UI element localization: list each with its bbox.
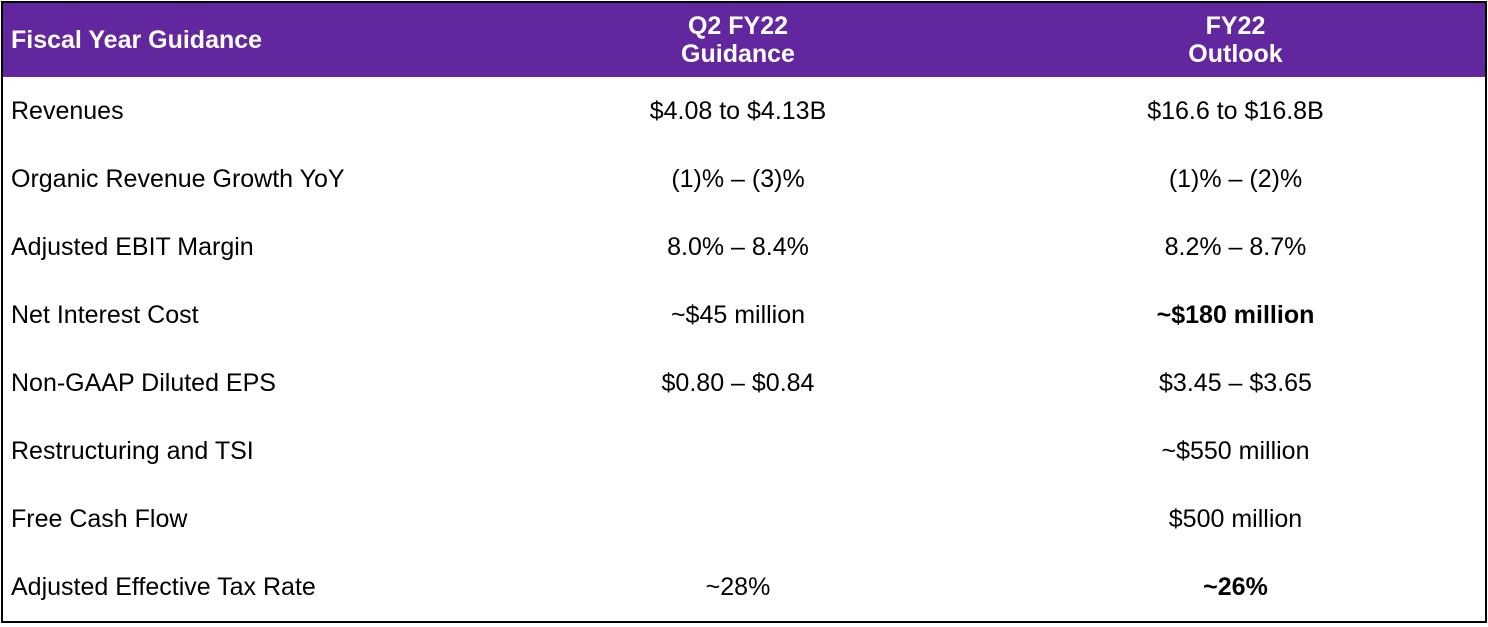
cell: 8.2% – 8.7% xyxy=(1164,232,1307,261)
cell-text: ~$180 million xyxy=(1156,300,1315,329)
cell: $16.6 to $16.8B xyxy=(1147,96,1324,125)
cell: $4.08 to $4.13B xyxy=(649,96,827,125)
cell: ~26% xyxy=(986,553,1486,622)
cell: ~$550 million xyxy=(1161,436,1310,465)
cell xyxy=(490,417,986,485)
row-label: Adjusted EBIT Margin xyxy=(11,232,254,261)
cell: ~$45 million xyxy=(670,300,806,329)
cell: ~$180 million xyxy=(986,281,1486,349)
table-row: Restructuring and TSI ~$550 million xyxy=(2,417,1486,485)
cell: $3.45 – $3.65 xyxy=(1159,368,1312,397)
header-cell: Fiscal Year Guidance xyxy=(2,2,490,77)
cell: ~28% xyxy=(705,572,771,601)
row-label: Restructuring and TSI xyxy=(11,436,254,465)
row-label: Free Cash Flow xyxy=(11,504,188,533)
table-row: Organic Revenue Growth YoY (1)% – (3)% (1)… xyxy=(2,145,1486,213)
row-label: Non-GAAP Diluted EPS xyxy=(11,368,276,397)
table-row: Adjusted Effective Tax Rate ~28% ~26% xyxy=(2,553,1486,622)
cell: 8.0% – 8.4% xyxy=(667,232,809,261)
header-line: Q2 FY22 xyxy=(687,12,789,40)
table-row: Revenues $4.08 to $4.13B $16.6 to $16.8B xyxy=(2,77,1486,145)
cell-text: ~26% xyxy=(1203,572,1268,601)
header-row: Fiscal Year Guidance Q2 FY22 Guidance FY22 O… xyxy=(2,2,1486,77)
cell: $500 million xyxy=(1168,504,1303,533)
cell: (1)% – (3)% xyxy=(671,164,805,193)
cell xyxy=(490,485,986,553)
row-label: Organic Revenue Growth YoY xyxy=(11,164,345,193)
table-row: Net Interest Cost ~$45 million ~$180 milli… xyxy=(2,281,1486,349)
table-row: Non-GAAP Diluted EPS $0.80 – $0.84 $3.45 –… xyxy=(2,349,1486,417)
header-line: FY22 xyxy=(1205,12,1266,40)
header-line: Guidance xyxy=(681,40,795,68)
table-row: Free Cash Flow $500 million xyxy=(2,485,1486,553)
row-label: Net Interest Cost xyxy=(11,300,199,329)
cell: (1)% – (2)% xyxy=(1168,164,1303,193)
row-label: Adjusted Effective Tax Rate xyxy=(11,572,316,601)
row-label: Revenues xyxy=(11,96,124,125)
header-cell: FY22 Outlook xyxy=(986,2,1486,77)
table-row: Adjusted EBIT Margin 8.0% – 8.4% 8.2% – 8.… xyxy=(2,213,1486,281)
header-cell: Q2 FY22 Guidance xyxy=(490,2,986,77)
header-line: Outlook xyxy=(1188,40,1283,68)
cell: $0.80 – $0.84 xyxy=(661,368,815,397)
